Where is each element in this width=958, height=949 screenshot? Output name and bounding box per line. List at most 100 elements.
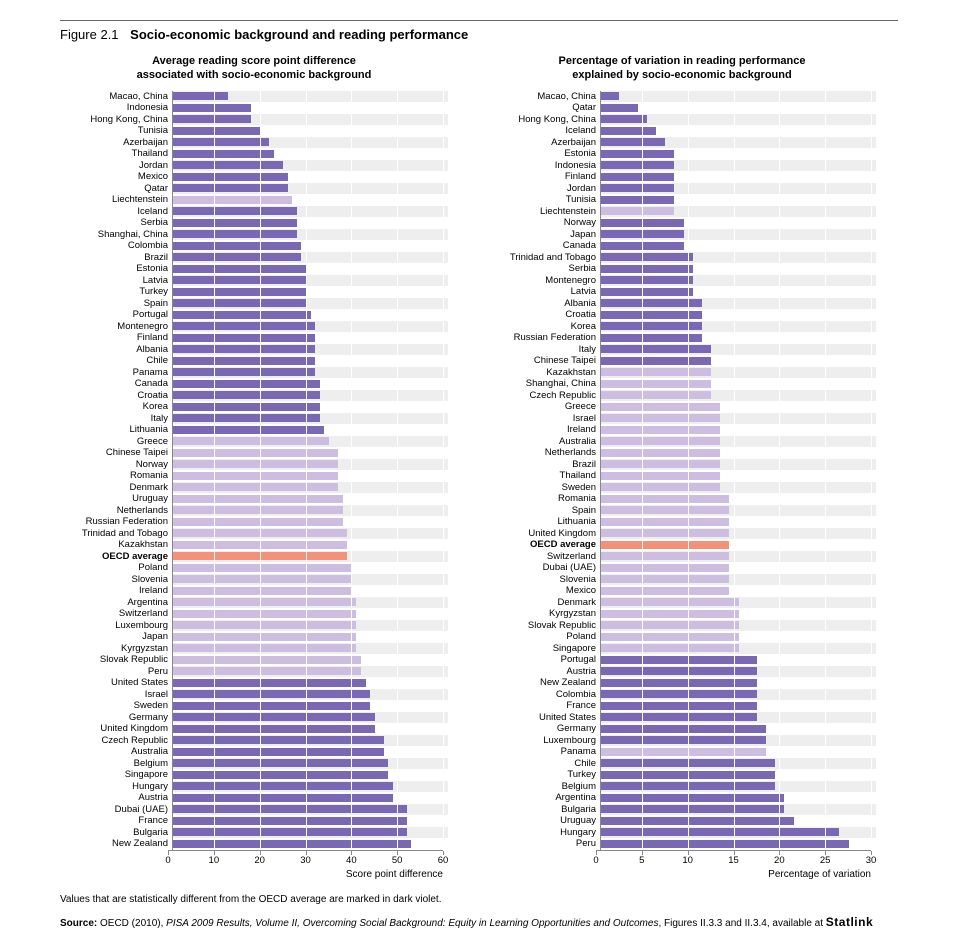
left-chart-row: Macao, China (60, 91, 448, 103)
bar-cell (601, 562, 876, 574)
right-chart-row: OECD average (488, 539, 876, 551)
bar-cell (173, 447, 448, 459)
right-chart-row: Luxembourg (488, 735, 876, 747)
right-row-label: Japan (488, 229, 600, 241)
bar-cell (601, 493, 876, 505)
bar-cell (173, 114, 448, 126)
source-suffix: , Figures II.3.3 and II.3.4, available a… (658, 918, 823, 929)
left-bar (173, 437, 329, 445)
left-row-label: Indonesia (60, 102, 172, 114)
bar-cell (601, 252, 876, 264)
left-bar (173, 817, 407, 825)
right-plot-area (600, 309, 876, 321)
right-plot-area (600, 263, 876, 275)
left-bar (173, 575, 352, 583)
bar-cell (601, 344, 876, 356)
right-row-label: Denmark (488, 597, 600, 609)
right-title-line1: Percentage of variation in reading perfo… (559, 55, 806, 67)
left-chart-row: Qatar (60, 183, 448, 195)
right-bar (601, 426, 720, 434)
bar-cell (601, 378, 876, 390)
bar-cell (173, 91, 448, 103)
left-row-label: Argentina (60, 597, 172, 609)
left-row-label: Tunisia (60, 125, 172, 137)
left-chart-row: Argentina (60, 597, 448, 609)
right-plot-area (600, 620, 876, 632)
left-row-label: Brazil (60, 252, 172, 264)
right-row-label: Mexico (488, 585, 600, 597)
right-chart-row: Spain (488, 505, 876, 517)
left-row-label: Iceland (60, 206, 172, 218)
right-bar (601, 840, 849, 848)
left-bar (173, 127, 260, 135)
bar-cell (601, 769, 876, 781)
left-chart-row: Mexico (60, 171, 448, 183)
right-chart-row: Russian Federation (488, 332, 876, 344)
source-italic: PISA 2009 Results, Volume II, Overcoming… (166, 918, 658, 929)
left-chart-row: Bulgaria (60, 827, 448, 839)
right-row-label: Montenegro (488, 275, 600, 287)
right-bar (601, 472, 720, 480)
right-plot-area (600, 252, 876, 264)
right-plot-area (600, 240, 876, 252)
bar-cell (173, 217, 448, 229)
left-chart-row: Slovenia (60, 574, 448, 586)
left-chart-row: United States (60, 677, 448, 689)
left-plot-area (172, 608, 448, 620)
left-chart-row: Sweden (60, 700, 448, 712)
left-bar (173, 207, 297, 215)
right-row-label: Sweden (488, 482, 600, 494)
left-chart-row: Finland (60, 332, 448, 344)
left-chart-row: Colombia (60, 240, 448, 252)
left-plot-area (172, 482, 448, 494)
bar-cell (601, 585, 876, 597)
right-bar (601, 173, 674, 181)
bar-cell (173, 332, 448, 344)
left-bar (173, 598, 356, 606)
bar-cell (601, 677, 876, 689)
bar-cell (601, 355, 876, 367)
left-chart-row: Panama (60, 367, 448, 379)
bar-cell (173, 424, 448, 436)
bar-cell (173, 286, 448, 298)
right-bar (601, 679, 757, 687)
left-panel-title: Average reading score point differenceas… (60, 54, 448, 83)
right-plot-area (600, 160, 876, 172)
left-row-label: Austria (60, 792, 172, 804)
right-plot-area (600, 585, 876, 597)
bar-cell (173, 551, 448, 563)
bar-cell (601, 286, 876, 298)
right-plot-area (600, 528, 876, 540)
bar-cell (173, 597, 448, 609)
left-bar (173, 840, 411, 848)
left-plot-area (172, 194, 448, 206)
left-bar (173, 541, 347, 549)
left-chart-row: Serbia (60, 217, 448, 229)
right-row-label: Austria (488, 666, 600, 678)
left-row-label: Serbia (60, 217, 172, 229)
left-chart-row: Japan (60, 631, 448, 643)
right-row-label: Croatia (488, 309, 600, 321)
right-chart-row: Italy (488, 344, 876, 356)
left-bar (173, 265, 306, 273)
left-chart-row: Singapore (60, 769, 448, 781)
left-plot-area (172, 240, 448, 252)
right-bar (601, 598, 739, 606)
left-row-label: Korea (60, 401, 172, 413)
bar-cell (601, 102, 876, 114)
left-row-label: Romania (60, 470, 172, 482)
left-row-label: Peru (60, 666, 172, 678)
right-plot-area (600, 217, 876, 229)
left-bar (173, 219, 297, 227)
left-row-label: Poland (60, 562, 172, 574)
left-chart-row: New Zealand (60, 838, 448, 850)
right-chart-row: Jordan (488, 183, 876, 195)
bar-cell (173, 102, 448, 114)
left-row-label: Portugal (60, 309, 172, 321)
right-bar (601, 391, 711, 399)
bar-cell (601, 148, 876, 160)
right-chart-row: Chile (488, 758, 876, 770)
left-chart-row: Portugal (60, 309, 448, 321)
left-plot-area (172, 585, 448, 597)
right-chart-row: Indonesia (488, 160, 876, 172)
